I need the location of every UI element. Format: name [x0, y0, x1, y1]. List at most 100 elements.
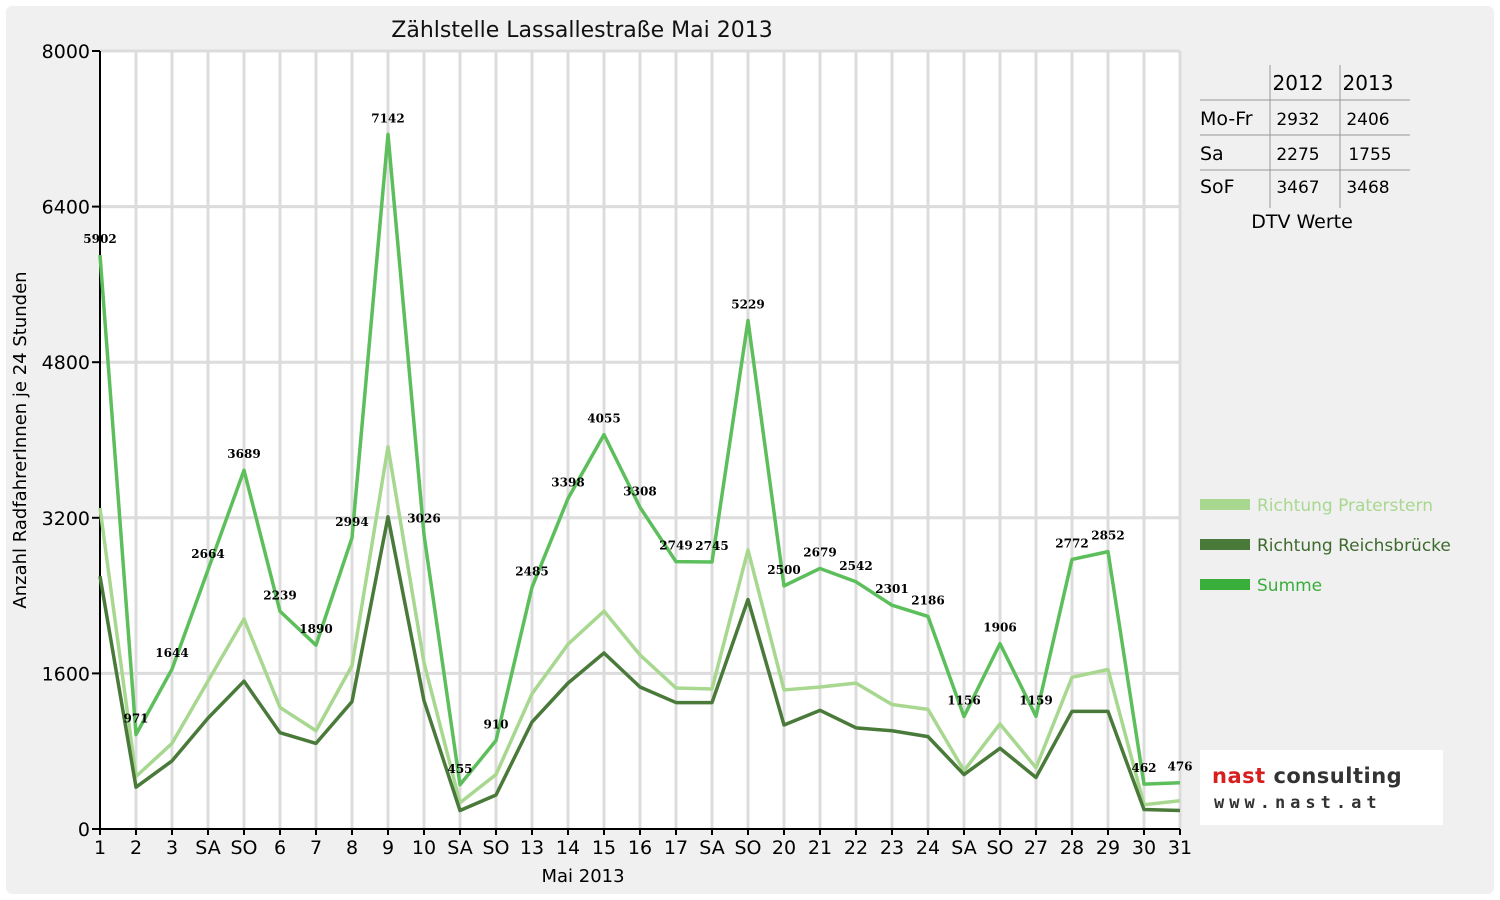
data-label: 2301 [875, 582, 908, 596]
table-header-2012: 2012 [1273, 71, 1324, 95]
data-label: 3398 [551, 476, 584, 490]
legend-swatch [1200, 539, 1250, 550]
table-cell: 2932 [1276, 110, 1319, 130]
x-tick-label: 22 [844, 837, 868, 859]
legend-label: Summe [1257, 576, 1322, 596]
x-tick-label: 13 [520, 837, 544, 859]
x-axis-label: Mai 2013 [541, 866, 624, 887]
x-tick-label: 15 [592, 837, 616, 859]
y-tick-label: 0 [78, 819, 90, 841]
x-tick-label: 6 [274, 837, 286, 859]
data-label: 2749 [659, 539, 692, 553]
x-tick-label: SO [482, 837, 509, 859]
y-axis-label: Anzahl RadfahrerInnen je 24 Stunden [10, 271, 31, 608]
table-cell: 2275 [1276, 145, 1319, 165]
data-label: 3026 [407, 512, 440, 526]
table-caption: DTV Werte [1251, 211, 1353, 233]
x-tick-label: 30 [1132, 837, 1156, 859]
data-label: 2679 [803, 545, 836, 559]
data-label: 2772 [1055, 536, 1088, 550]
x-tick-label: 24 [916, 837, 940, 859]
legend: Richtung Praterstern Richtung Reichsbrück… [1200, 496, 1451, 596]
x-tick-label: SO [986, 837, 1013, 859]
x-tick-label: 8 [346, 837, 358, 859]
data-label: 1644 [155, 646, 188, 660]
x-tick-label: 28 [1060, 837, 1084, 859]
data-label: 2500 [767, 563, 800, 577]
data-label: 2745 [695, 539, 728, 553]
x-tick-label: 21 [808, 837, 832, 859]
x-tick-label: 27 [1024, 837, 1048, 859]
data-label: 2485 [515, 564, 548, 578]
data-label: 971 [123, 712, 148, 726]
data-label: 7142 [371, 111, 404, 125]
y-tick-label: 6400 [42, 197, 90, 219]
data-label: 1890 [299, 622, 332, 636]
legend-label: Richtung Reichsbrücke [1257, 536, 1451, 556]
legend-label: Richtung Praterstern [1257, 496, 1433, 516]
y-tick-label: 4800 [42, 352, 90, 374]
x-tick-label: 2 [130, 837, 142, 859]
x-tick-label: SA [195, 837, 220, 859]
x-tick-label: SO [734, 837, 761, 859]
x-tick-label: 14 [556, 837, 580, 859]
x-tick-label: 29 [1096, 837, 1120, 859]
data-label: 3308 [623, 484, 656, 498]
table-cell: 2406 [1346, 110, 1389, 130]
data-label: 476 [1167, 760, 1192, 774]
x-tick-label: SA [699, 837, 724, 859]
x-tick-label: SO [230, 837, 257, 859]
data-label: 5902 [83, 232, 116, 246]
table-row-label: Mo-Fr [1200, 108, 1253, 130]
data-label: 1156 [947, 694, 980, 708]
table-cell: 1755 [1348, 145, 1391, 165]
logo-url: www.nast.at [1214, 793, 1382, 813]
x-tick-label: 17 [664, 837, 688, 859]
data-label: 5229 [731, 297, 764, 311]
y-tick-label: 3200 [42, 508, 90, 530]
table-row-label: Sa [1200, 143, 1224, 165]
x-tick-label: 9 [382, 837, 394, 859]
x-tick-label: 1 [94, 837, 106, 859]
table-header-2013: 2013 [1343, 71, 1394, 95]
x-tick-label: 10 [412, 837, 436, 859]
series-line-2 [98, 515, 1181, 813]
data-label: 455 [447, 762, 472, 776]
data-label: 910 [483, 718, 508, 732]
legend-swatch [1200, 579, 1250, 590]
x-tick-label: 16 [628, 837, 652, 859]
data-label: 1159 [1019, 693, 1052, 707]
data-label: 2186 [911, 593, 944, 607]
x-tick-label: 23 [880, 837, 904, 859]
legend-swatch [1200, 499, 1250, 510]
data-label: 2542 [839, 559, 872, 573]
x-tick-label: 7 [310, 837, 322, 859]
y-tick-label: 1600 [42, 663, 90, 685]
x-tick-label: 31 [1168, 837, 1192, 859]
data-label: 2664 [191, 547, 224, 561]
chart-title: Zählstelle Lassallestraße Mai 2013 [391, 18, 772, 43]
table-cell: 3468 [1346, 178, 1389, 198]
series-line-1 [98, 445, 1181, 807]
logo-rest: consulting [1265, 764, 1403, 788]
y-tick-label: 8000 [42, 41, 90, 63]
logo-brand: nast [1212, 764, 1266, 788]
x-tick-label: 3 [166, 837, 178, 859]
dtv-table: 2012 2013 Mo-Fr 2932 2406 Sa 2275 1755 S… [1200, 65, 1410, 233]
data-label: 3689 [227, 447, 260, 461]
company-logo: nast consulting www.nast.at [1200, 750, 1443, 825]
data-label: 1906 [983, 621, 1016, 635]
table-row-label: SoF [1200, 176, 1235, 198]
x-tick-label: 20 [772, 837, 796, 859]
data-label: 2994 [335, 515, 368, 529]
logo-wordmark: nast consulting [1212, 764, 1402, 788]
x-tick-label: SA [447, 837, 472, 859]
data-label: 2852 [1091, 529, 1124, 543]
data-label: 462 [1131, 761, 1156, 775]
table-cell: 3467 [1276, 178, 1319, 198]
x-tick-label: SA [951, 837, 976, 859]
data-label: 2239 [263, 588, 296, 602]
series-line-3 [98, 132, 1181, 787]
